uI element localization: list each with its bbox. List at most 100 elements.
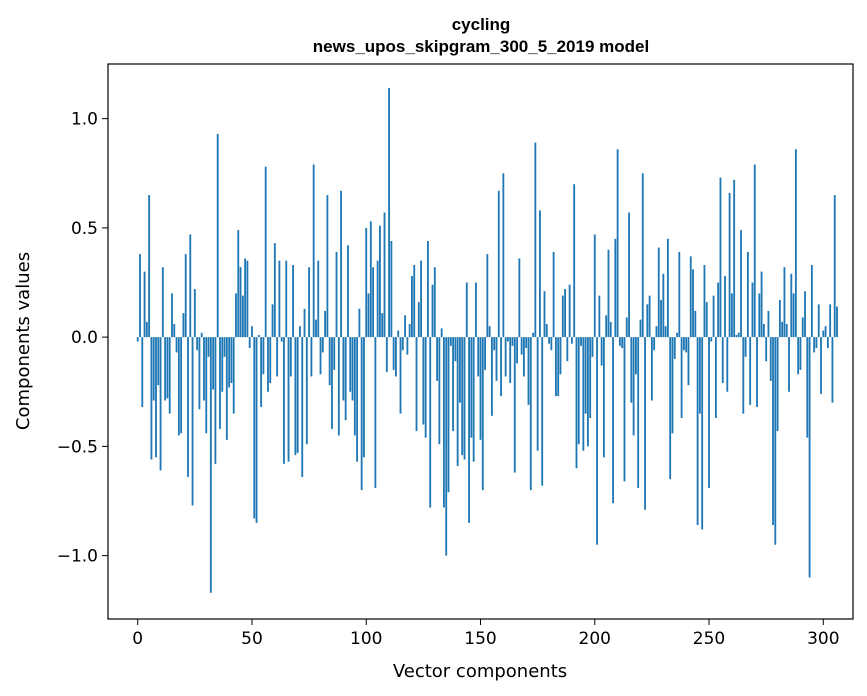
bar	[507, 337, 509, 342]
y-tick-label: −1.0	[57, 547, 98, 567]
bar	[513, 337, 516, 473]
bar	[347, 245, 349, 338]
bar	[637, 337, 640, 488]
bar	[769, 337, 772, 381]
bar	[616, 149, 619, 338]
x-axis-label: Vector components	[393, 661, 567, 682]
bar	[392, 337, 395, 370]
bar	[836, 306, 838, 338]
bar	[833, 195, 836, 338]
bar	[495, 337, 498, 381]
bar	[785, 324, 788, 338]
bar	[728, 192, 731, 338]
bar	[552, 251, 555, 338]
bar	[520, 337, 523, 355]
bar	[534, 142, 537, 338]
bar	[221, 337, 224, 392]
bar	[568, 284, 571, 338]
bar	[136, 337, 139, 342]
bar	[523, 337, 525, 377]
bar	[484, 337, 486, 370]
bar	[758, 293, 761, 338]
bar	[648, 295, 651, 338]
bar	[257, 334, 260, 338]
bar	[781, 321, 784, 338]
bar	[559, 337, 562, 375]
bar	[461, 337, 464, 456]
bar	[813, 337, 816, 353]
bar	[182, 313, 185, 338]
bar	[746, 251, 749, 338]
bar	[376, 260, 379, 338]
bar	[657, 247, 660, 338]
bar	[305, 337, 308, 445]
bar	[756, 337, 758, 408]
bar	[417, 302, 420, 338]
bar	[301, 337, 304, 477]
bar	[237, 230, 240, 338]
bar	[810, 265, 813, 338]
bar	[235, 293, 237, 338]
bar	[219, 337, 221, 429]
bar	[678, 251, 681, 338]
bar	[705, 302, 708, 338]
bar	[253, 337, 256, 519]
bar	[525, 337, 528, 349]
bar	[829, 304, 832, 338]
bar	[155, 337, 157, 458]
bar	[424, 337, 427, 438]
bar	[497, 190, 500, 338]
bar	[762, 324, 765, 338]
bar	[223, 337, 226, 357]
bar	[571, 337, 573, 344]
bar	[184, 254, 187, 338]
bar	[527, 337, 530, 405]
bar	[550, 337, 553, 351]
bar	[289, 337, 292, 377]
bar	[443, 337, 445, 508]
bar	[605, 315, 608, 338]
bar	[454, 337, 457, 362]
bar	[543, 291, 546, 338]
bar	[511, 337, 514, 346]
y-tick-label: 1.0	[71, 110, 98, 130]
bar	[308, 267, 311, 338]
bar	[481, 337, 484, 491]
bar	[333, 337, 336, 370]
bar	[175, 337, 178, 353]
bar	[173, 324, 176, 338]
bar	[783, 267, 786, 338]
bar	[470, 337, 473, 438]
plot-frame	[107, 63, 854, 620]
bar	[264, 166, 267, 338]
bar	[824, 326, 827, 338]
bar	[225, 337, 228, 440]
bar	[589, 337, 592, 418]
x-tick-label: 150	[464, 629, 496, 649]
bar	[363, 337, 365, 458]
bar	[475, 282, 477, 338]
bar	[292, 265, 295, 338]
bar	[673, 337, 676, 359]
bar	[465, 282, 468, 338]
bar	[644, 337, 646, 510]
bar	[621, 337, 624, 349]
bar	[641, 173, 644, 338]
bar	[564, 289, 566, 338]
bar	[385, 337, 388, 373]
bar	[566, 337, 569, 362]
bar	[639, 319, 642, 338]
bar	[749, 337, 752, 405]
bar	[532, 332, 534, 338]
bar	[171, 293, 173, 338]
bar	[367, 293, 370, 338]
bar	[287, 337, 290, 462]
bar	[191, 337, 194, 506]
bar	[383, 212, 386, 338]
bar	[504, 337, 507, 377]
bar	[440, 328, 443, 338]
bar	[207, 337, 210, 357]
bar	[600, 337, 603, 366]
bar	[344, 337, 347, 421]
bar	[239, 267, 242, 338]
